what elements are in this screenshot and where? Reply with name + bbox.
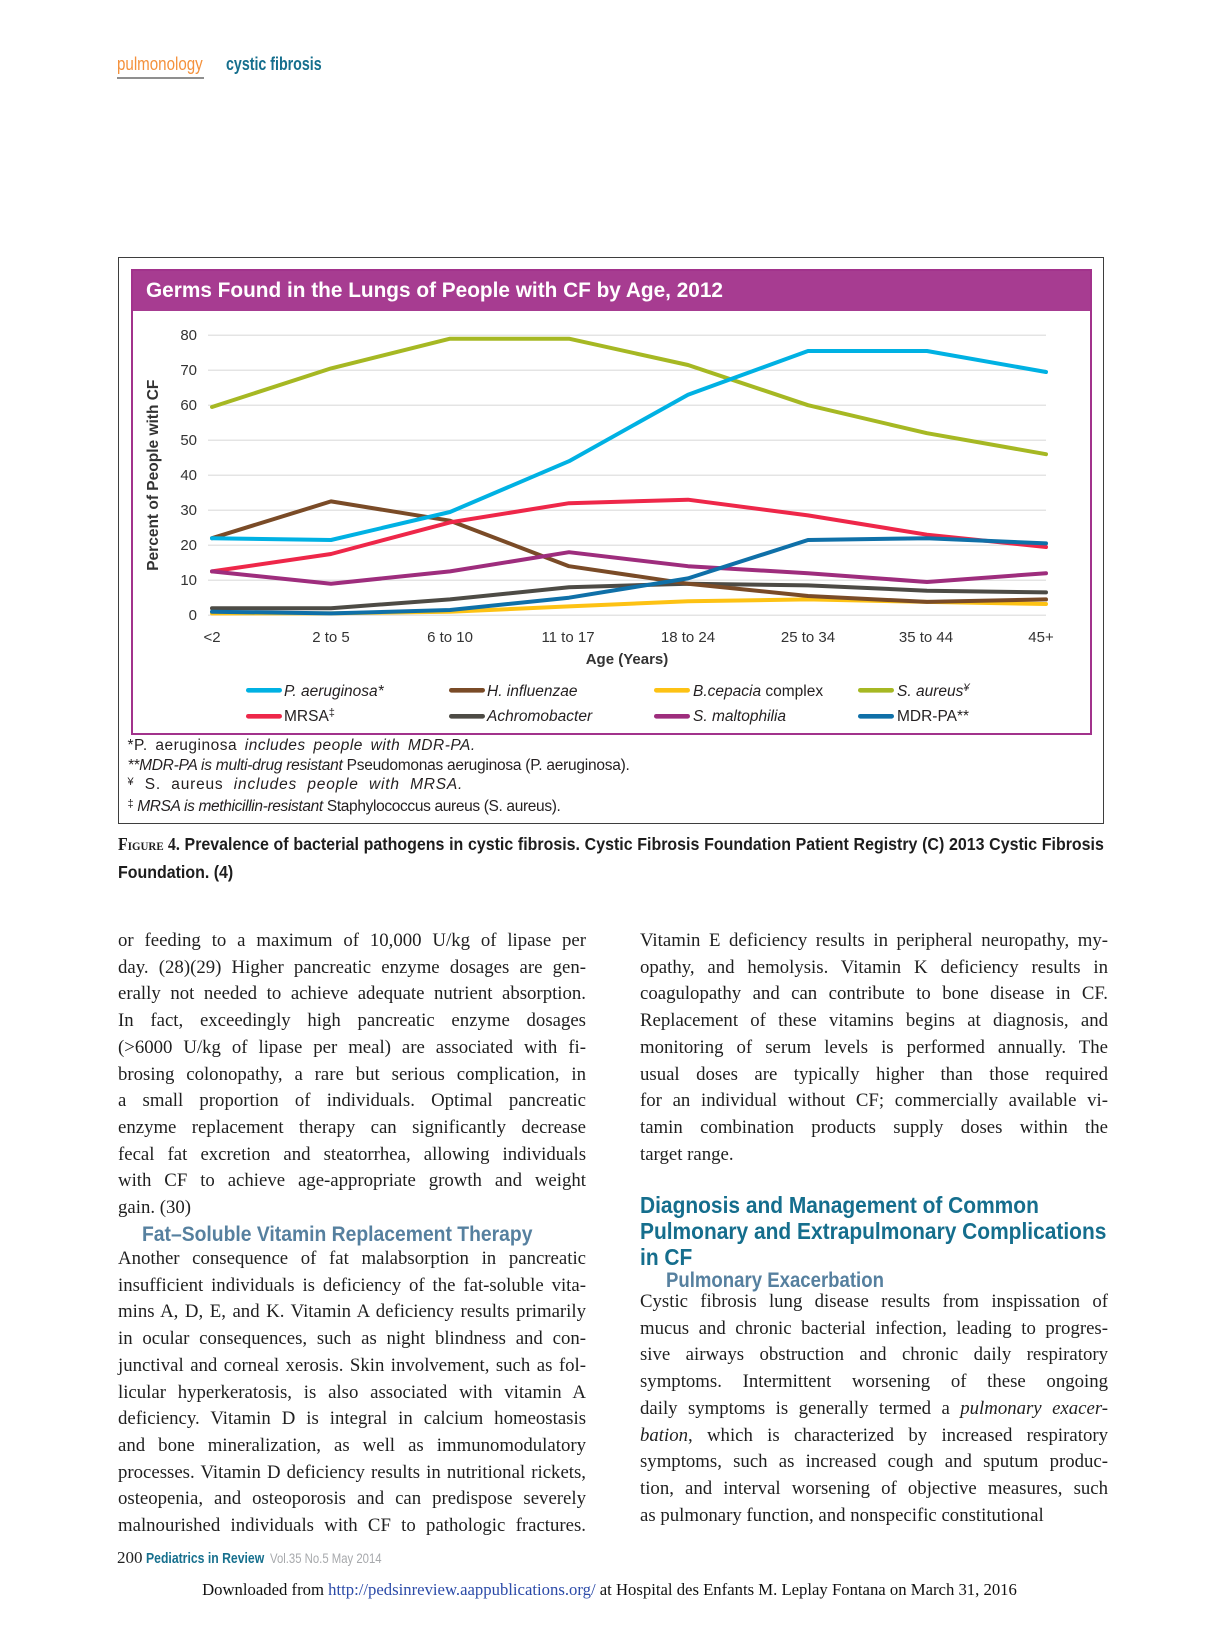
svg-text:2 to 5: 2 to 5 (312, 629, 350, 646)
svg-text:6 to 10: 6 to 10 (427, 629, 473, 646)
svg-text:50: 50 (180, 432, 197, 449)
svg-text:MRSA‡: MRSA‡ (284, 707, 335, 725)
svg-text:B.cepacia complex: B.cepacia complex (693, 683, 823, 700)
svg-text:Age (Years): Age (Years) (586, 651, 669, 668)
svg-text:Achromobacter: Achromobacter (486, 708, 593, 725)
svg-text:45+: 45+ (1028, 629, 1054, 646)
svg-text:60: 60 (180, 397, 197, 414)
svg-text:11 to 17: 11 to 17 (541, 629, 594, 646)
svg-text:35 to 44: 35 to 44 (899, 629, 953, 646)
svg-text:Percent of People with CF: Percent of People with CF (145, 380, 162, 571)
svg-text:18 to 24: 18 to 24 (661, 629, 715, 646)
svg-text:0: 0 (189, 607, 197, 624)
svg-text:30: 30 (180, 502, 197, 519)
svg-text:70: 70 (180, 362, 197, 379)
svg-text:20: 20 (180, 537, 197, 554)
svg-text:S. aureus¥: S. aureus¥ (897, 682, 970, 700)
svg-text:25 to 34: 25 to 34 (781, 629, 835, 646)
svg-text:10: 10 (180, 572, 197, 589)
svg-text:S. maltophilia: S. maltophilia (693, 708, 786, 725)
svg-text:MDR-PA**: MDR-PA** (897, 708, 969, 725)
svg-text:H. influenzae: H. influenzae (487, 683, 578, 700)
svg-text:80: 80 (180, 327, 197, 344)
svg-text:<2: <2 (203, 629, 220, 646)
svg-text:P. aeruginosa*: P. aeruginosa* (284, 683, 385, 700)
svg-text:40: 40 (180, 467, 197, 484)
